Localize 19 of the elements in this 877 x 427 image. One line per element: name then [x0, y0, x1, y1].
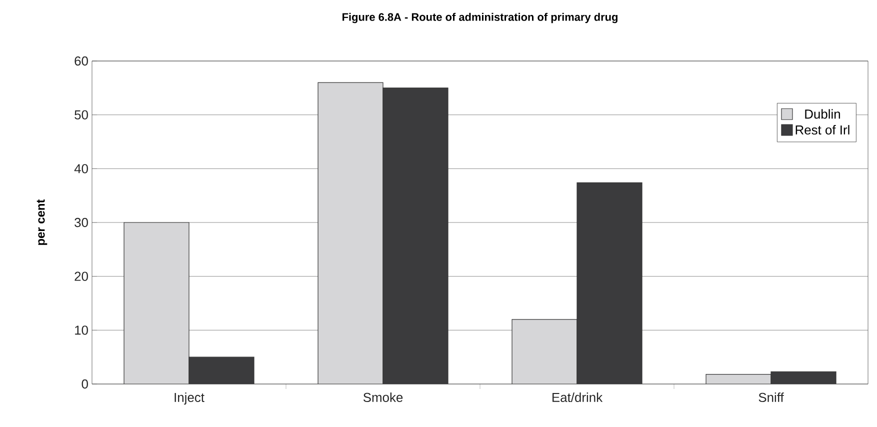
- bar: [706, 374, 772, 384]
- x-tick-label: Inject: [174, 392, 204, 405]
- x-tick-label: Eat/drink: [552, 392, 603, 402]
- bar: [318, 82, 384, 384]
- y-tick-label: 0: [82, 379, 88, 389]
- y-tick-label: 10: [75, 326, 88, 335]
- y-tick-label: 50: [74, 110, 88, 120]
- y-tick-label: 20: [74, 272, 88, 281]
- x-tick-label: Sniff: [758, 392, 784, 402]
- legend-label: Rest of Irl: [796, 125, 850, 135]
- legend-label: Dublin: [805, 109, 840, 119]
- bar: [512, 319, 578, 384]
- y-axis-title: per cent: [36, 199, 48, 245]
- x-tick-label: Smoke: [363, 392, 403, 402]
- y-tick-label: 40: [74, 164, 88, 174]
- bar: [124, 222, 190, 384]
- y-tick-label: 30: [74, 218, 88, 228]
- y-tick-label: 60: [74, 56, 88, 66]
- chart-title: Figure 6.8A - Route of administration of primary drug: [342, 12, 618, 24]
